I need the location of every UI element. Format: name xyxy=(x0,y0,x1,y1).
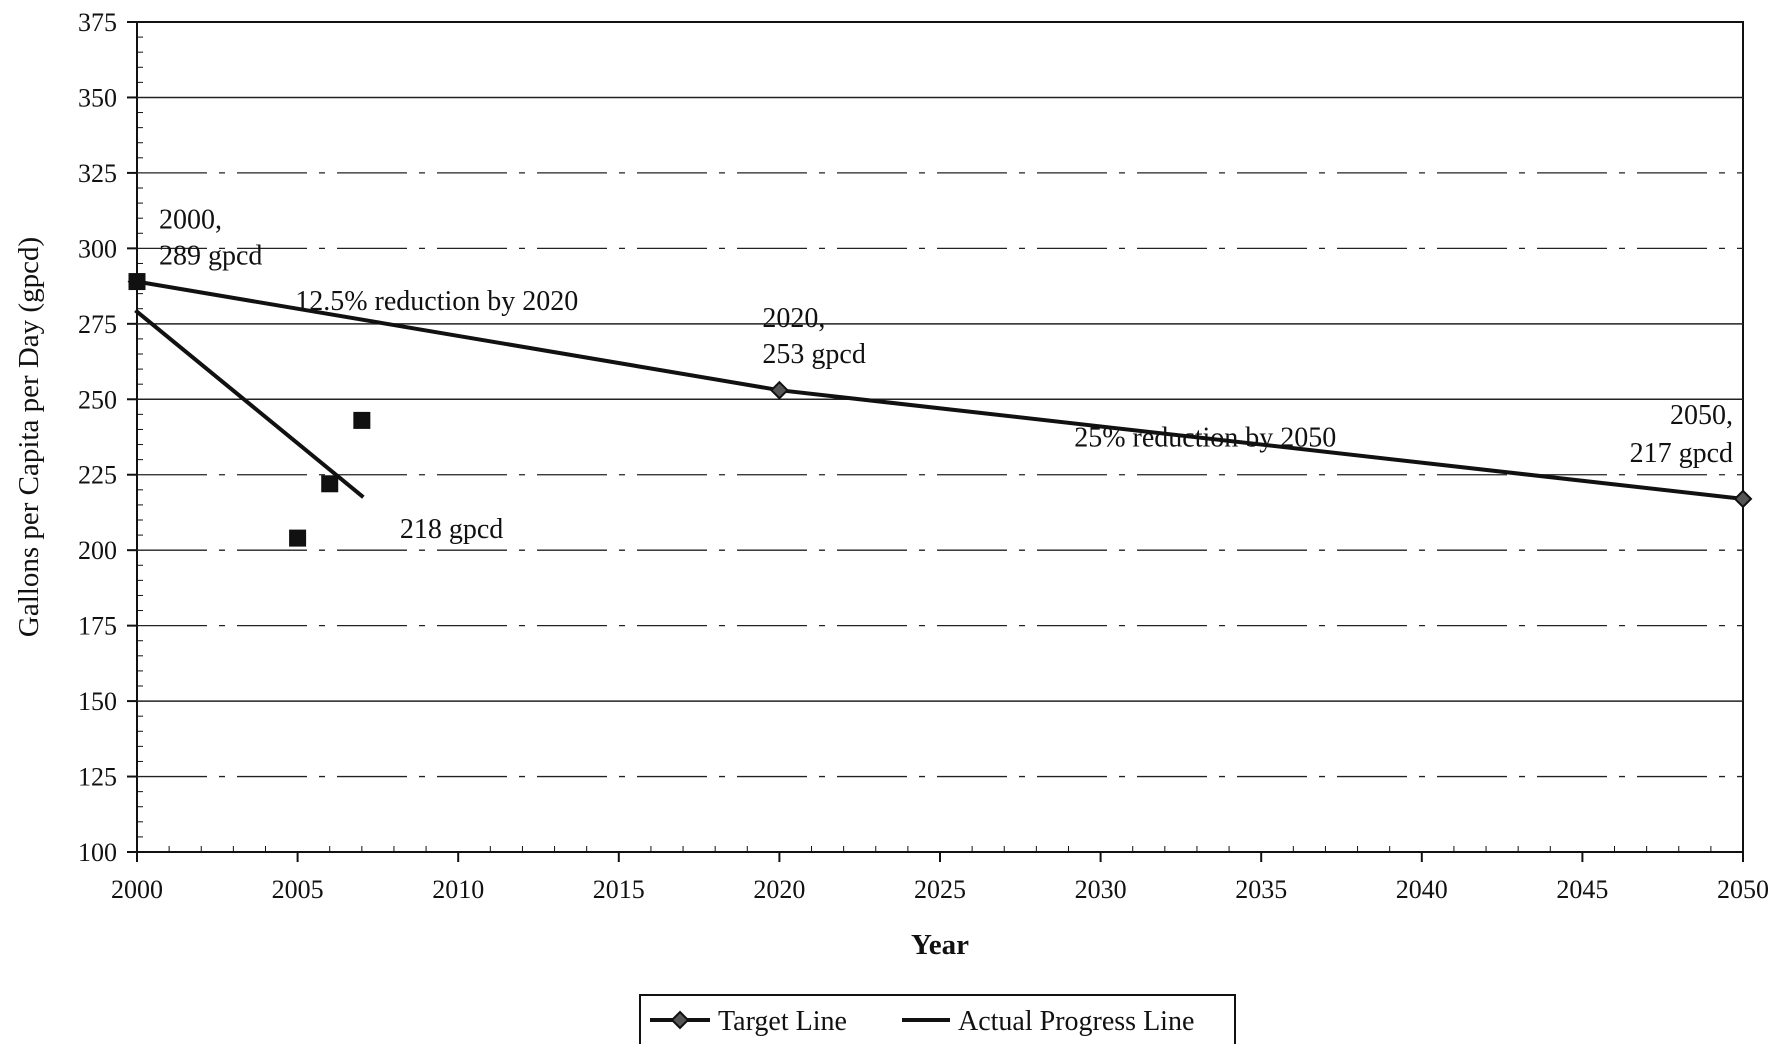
y-tick-label: 200 xyxy=(78,536,117,565)
series-line-actual-progress-line xyxy=(134,308,365,499)
y-tick-label: 125 xyxy=(78,763,117,792)
y-tick-label: 250 xyxy=(78,385,117,414)
actual-data-point xyxy=(321,475,339,493)
x-tick-label: 2015 xyxy=(593,875,645,904)
y-tick-label: 150 xyxy=(78,687,117,716)
annotation-label: 218 gpcd xyxy=(400,514,503,545)
actual-data-point xyxy=(289,529,307,547)
annotation-label: 217 gpcd xyxy=(1630,438,1733,469)
target-point xyxy=(769,380,789,400)
x-axis-title: Year xyxy=(911,929,969,961)
x-tick-label: 2005 xyxy=(272,875,324,904)
legend-label: Target Line xyxy=(718,1006,847,1037)
annotation-label: 12.5% reduction by 2020 xyxy=(295,286,578,317)
annotation-label: 2050, xyxy=(1670,400,1733,431)
x-tick-label: 2050 xyxy=(1717,875,1769,904)
y-tick-label: 375 xyxy=(78,8,117,37)
annotation-label: 25% reduction by 2050 xyxy=(1074,422,1336,453)
annotation-label: 253 gpcd xyxy=(762,339,865,370)
x-tick-label: 2000 xyxy=(111,875,163,904)
legend-label: Actual Progress Line xyxy=(958,1006,1194,1037)
x-tick-label: 2020 xyxy=(753,875,805,904)
annotation-label: 2000, xyxy=(159,205,222,236)
x-tick-label: 2035 xyxy=(1235,875,1287,904)
y-tick-label: 275 xyxy=(78,310,117,339)
y-tick-label: 350 xyxy=(78,83,117,112)
y-tick-label: 225 xyxy=(78,461,117,490)
legend-marker-diamond xyxy=(670,1010,690,1030)
x-tick-label: 2045 xyxy=(1556,875,1608,904)
y-tick-label: 100 xyxy=(78,838,117,867)
target-point xyxy=(1733,489,1753,509)
plot-area xyxy=(136,21,1744,853)
annotation-label: 289 gpcd xyxy=(159,241,262,272)
x-tick-label: 2030 xyxy=(1075,875,1127,904)
annotation-label: 2020, xyxy=(762,303,825,334)
y-tick-label: 175 xyxy=(78,612,117,641)
actual-data-point xyxy=(353,411,371,429)
actual-data-point xyxy=(128,273,146,291)
x-tick-label: 2010 xyxy=(432,875,484,904)
y-axis-title: Gallons per Capita per Day (gpcd) xyxy=(13,237,45,637)
y-tick-label: 300 xyxy=(78,234,117,263)
y-tick-label: 325 xyxy=(78,159,117,188)
x-tick-label: 2025 xyxy=(914,875,966,904)
x-tick-label: 2040 xyxy=(1396,875,1448,904)
